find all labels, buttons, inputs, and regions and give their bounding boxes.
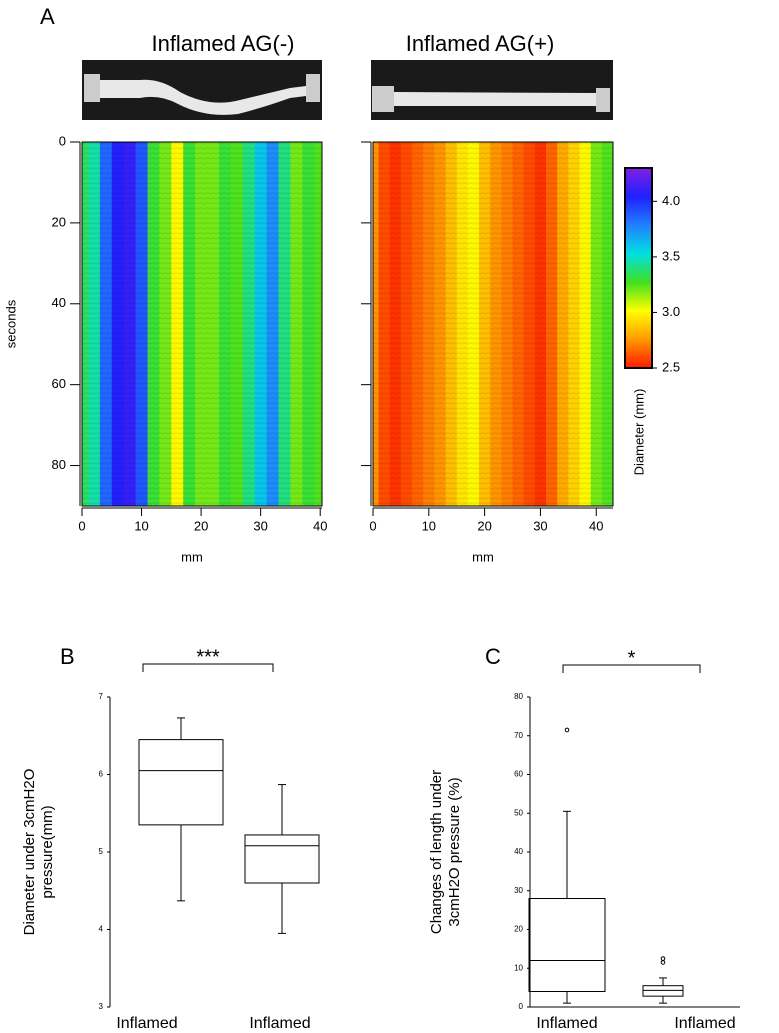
heatmap-texture — [373, 142, 613, 506]
x-tick-label: Inflamed — [249, 1015, 310, 1032]
y-axis-label: Changes of length under — [428, 770, 445, 934]
x-tick-label: 30 — [253, 518, 267, 533]
y-tick-label: 3 — [99, 1002, 104, 1011]
colorbar-tick-label: 3.0 — [662, 304, 680, 319]
x-tick-label: Inflamed — [536, 1015, 597, 1032]
x-tick-label: Inflamed — [116, 1015, 177, 1032]
significance-bracket — [142, 663, 274, 672]
heatmap-title: Inflamed AG(-) — [151, 31, 294, 56]
y-tick-label: 70 — [514, 731, 523, 740]
panel-label: B — [60, 644, 75, 669]
y-tick-label: 60 — [52, 376, 66, 391]
outlier — [660, 956, 666, 961]
x-tick-label: 40 — [589, 518, 603, 533]
significance-label: * — [628, 647, 636, 669]
x-tick-label: 20 — [194, 518, 208, 533]
x-tick-label: 10 — [422, 518, 436, 533]
plot-frame — [81, 141, 323, 507]
x-tick-label: 30 — [533, 518, 547, 533]
x-tick-label: 20 — [477, 518, 491, 533]
outlier — [564, 727, 570, 733]
y-axis-label: 3cmH2O pressure (%) — [446, 777, 463, 926]
x-axis-label: mm — [181, 549, 203, 564]
box — [138, 739, 224, 826]
photo-left — [82, 60, 322, 120]
panel-label: A — [40, 4, 55, 29]
colorbar — [624, 167, 653, 369]
y-tick-label: 80 — [52, 457, 66, 472]
y-axis-label: pressure(mm) — [39, 805, 56, 898]
y-tick-label: 4 — [99, 925, 104, 934]
y-tick-label: 0 — [519, 1002, 524, 1011]
photo-right — [371, 60, 613, 120]
x-axis-label: mm — [472, 549, 494, 564]
plot-frame — [372, 141, 614, 507]
y-axis-label: seconds — [3, 299, 18, 348]
y-tick-label: 20 — [514, 925, 523, 934]
x-tick-label: 40 — [313, 518, 327, 533]
x-tick-label: 0 — [369, 518, 376, 533]
y-tick-label: 30 — [514, 886, 523, 895]
y-tick-label: 20 — [52, 214, 66, 229]
heatmap-title: Inflamed AG(+) — [406, 31, 555, 56]
x-tick-label: Inflamed — [674, 1015, 735, 1032]
colorbar-tick-label: 4.0 — [662, 193, 680, 208]
y-tick-label: 7 — [99, 692, 104, 701]
y-tick-label: 60 — [514, 770, 523, 779]
y-axis-label: Diameter under 3cmH2O — [21, 769, 38, 936]
box — [528, 898, 606, 992]
y-tick-label: 80 — [514, 692, 523, 701]
colorbar-tick-label: 3.5 — [662, 248, 680, 263]
x-tick-label: 10 — [134, 518, 148, 533]
significance-label: *** — [196, 646, 220, 668]
y-tick-label: 40 — [514, 847, 523, 856]
panel-label: C — [485, 644, 501, 669]
y-tick-label: 6 — [99, 770, 104, 779]
heatmap-texture — [82, 142, 322, 506]
outlier — [660, 960, 666, 965]
x-tick-label: 0 — [78, 518, 85, 533]
colorbar-tick-label: 2.5 — [662, 359, 680, 374]
box — [642, 985, 684, 997]
y-tick-label: 40 — [52, 295, 66, 310]
significance-bracket — [562, 664, 701, 673]
colorbar-label: Diameter (mm) — [631, 389, 646, 476]
y-tick-label: 5 — [99, 847, 104, 856]
y-tick-label: 10 — [514, 963, 523, 972]
box — [244, 834, 320, 884]
y-tick-label: 0 — [59, 133, 66, 148]
y-tick-label: 50 — [514, 808, 523, 817]
